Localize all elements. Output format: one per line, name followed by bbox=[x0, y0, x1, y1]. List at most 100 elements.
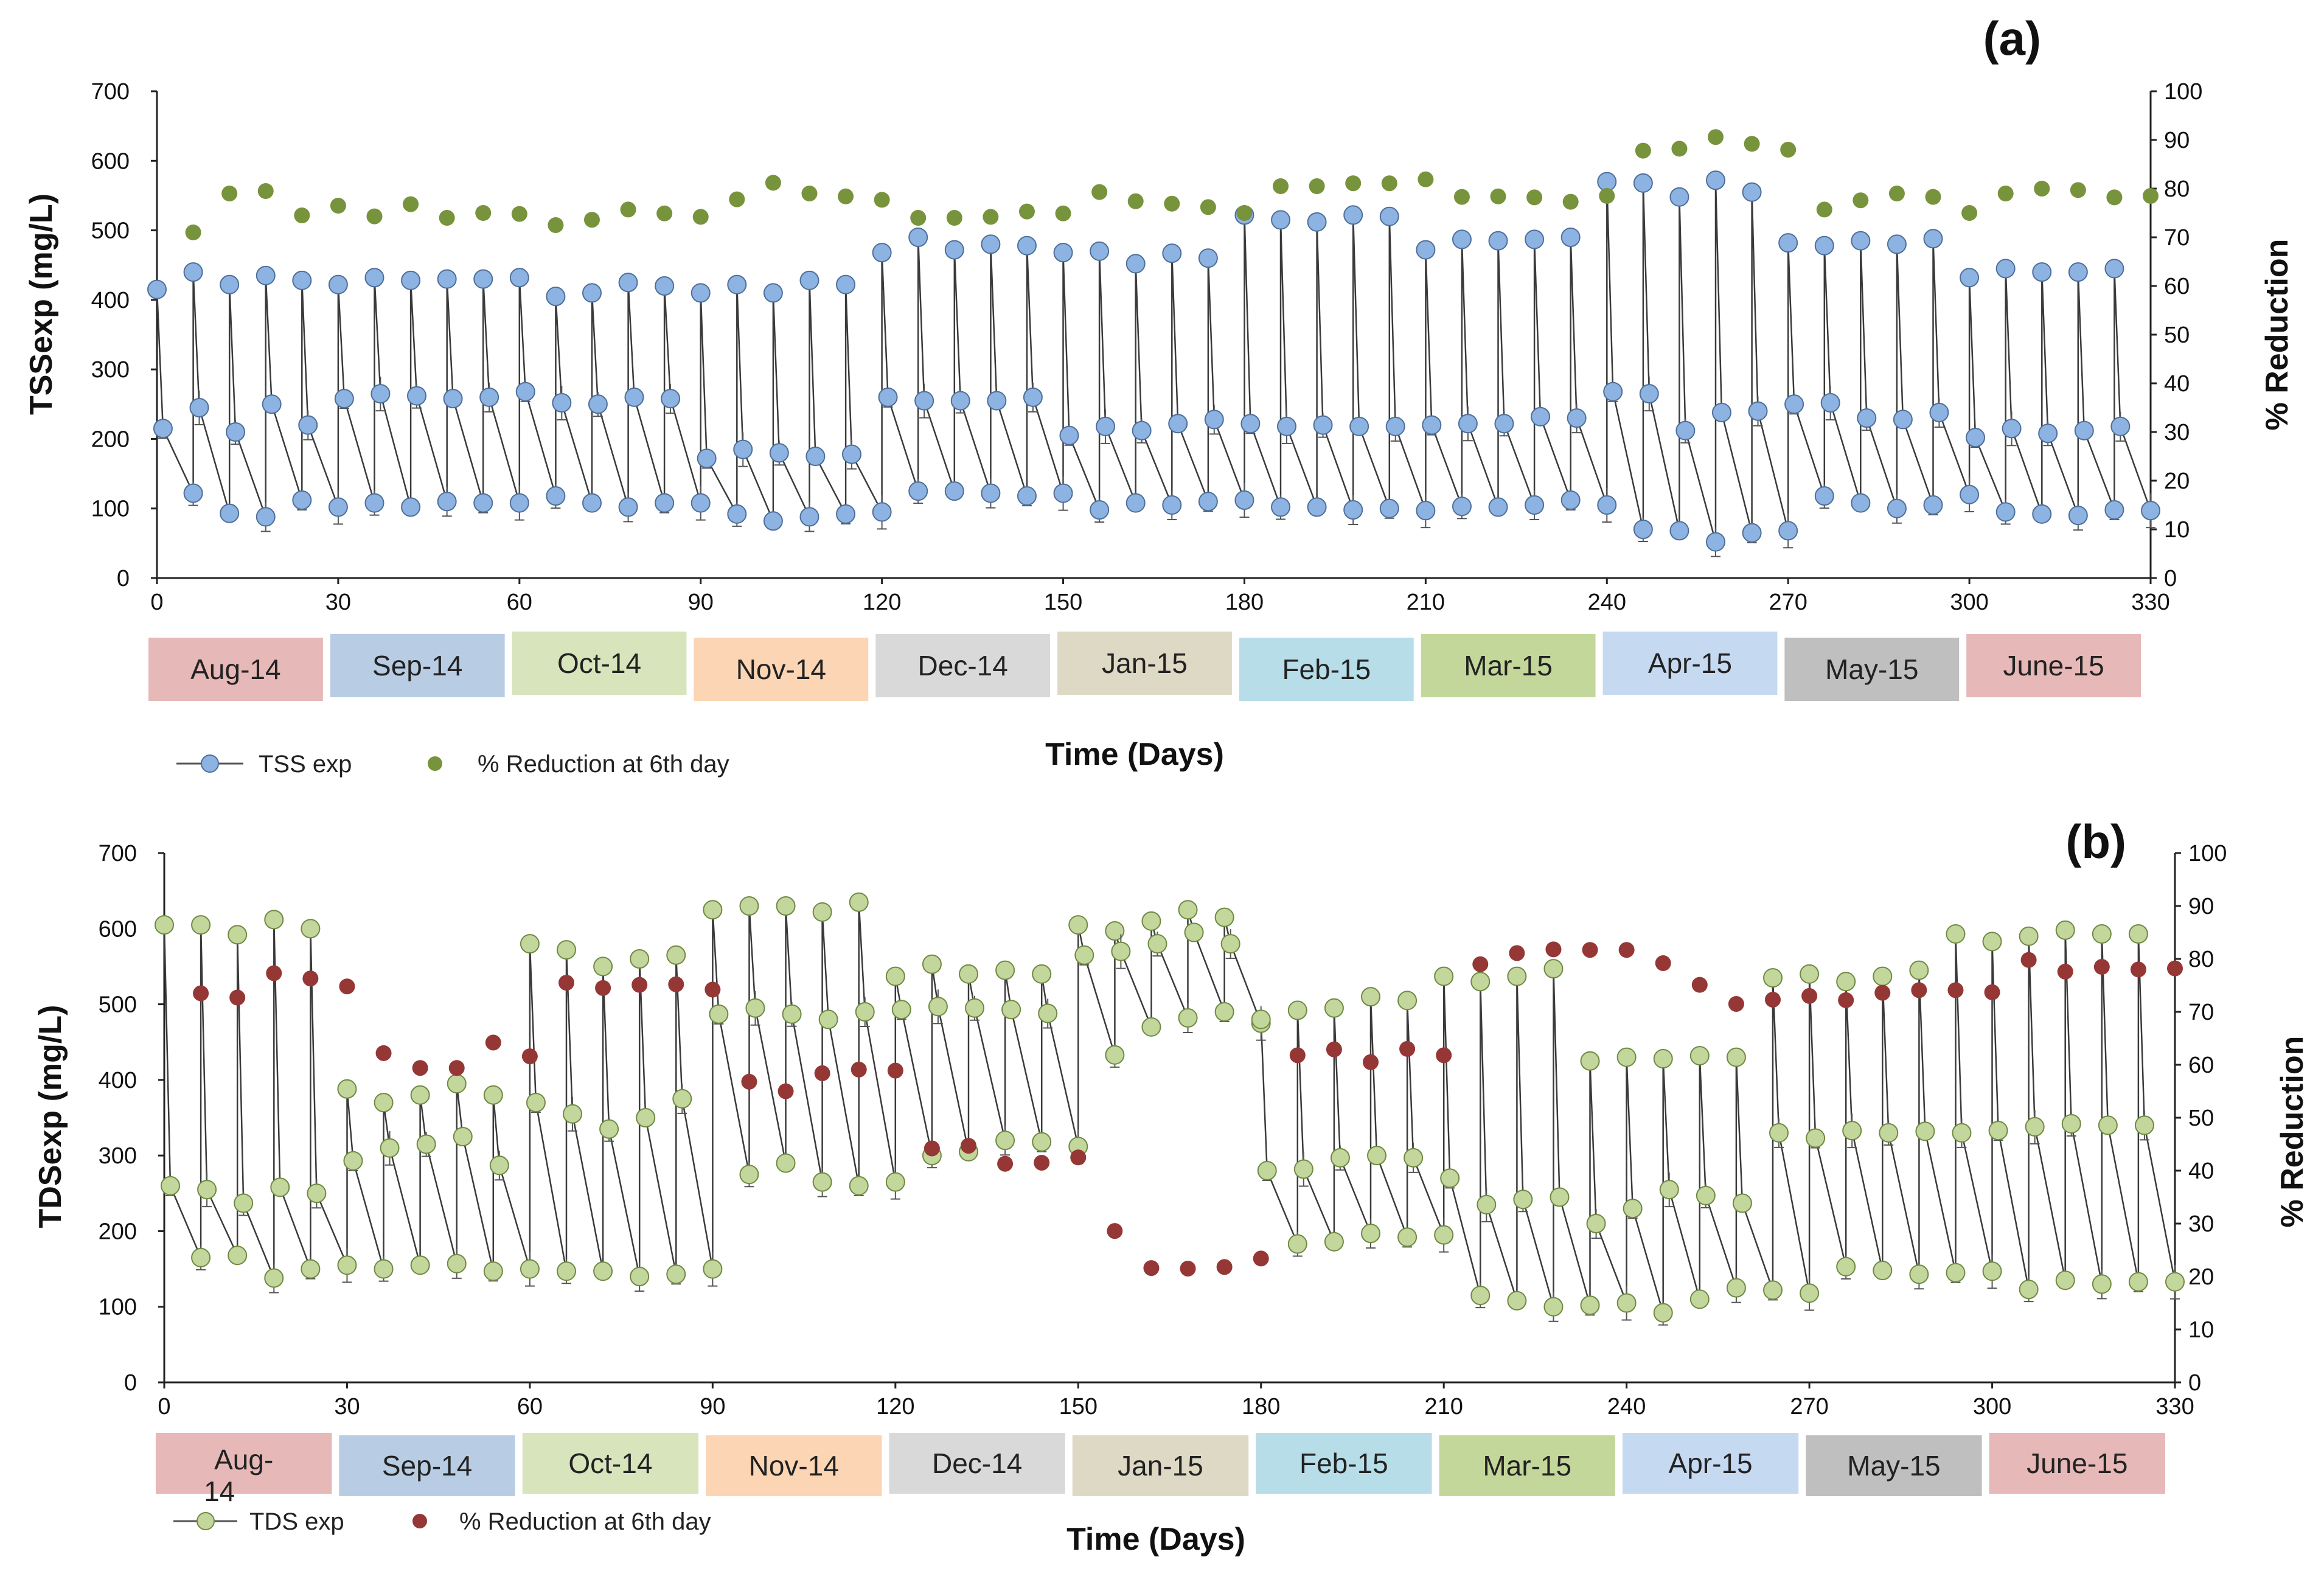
data-point bbox=[256, 507, 276, 527]
data-point bbox=[1946, 924, 1966, 944]
data-point bbox=[878, 387, 898, 407]
data-point bbox=[1543, 1297, 1564, 1317]
data-point bbox=[1488, 231, 1508, 251]
data-point bbox=[582, 493, 602, 513]
data-point bbox=[1929, 403, 1949, 422]
data-point bbox=[191, 1247, 211, 1267]
month-band bbox=[1602, 632, 1778, 695]
reduction-point bbox=[2034, 181, 2050, 197]
data-point bbox=[264, 1268, 284, 1288]
data-point bbox=[1379, 206, 1399, 226]
reduction-point bbox=[521, 1048, 538, 1065]
data-point bbox=[1603, 381, 1623, 402]
reduction-point bbox=[1326, 1041, 1342, 1057]
reduction-point bbox=[705, 981, 721, 998]
reduction-point bbox=[366, 208, 383, 225]
data-point bbox=[401, 270, 421, 290]
data-point bbox=[1324, 1231, 1344, 1252]
data-point bbox=[1784, 394, 1804, 414]
month-label: Mar-15 bbox=[1464, 650, 1553, 681]
data-point bbox=[1141, 1017, 1161, 1037]
data-point bbox=[2061, 1113, 2081, 1134]
reduction-point bbox=[193, 985, 209, 1002]
data-point bbox=[1105, 1045, 1125, 1065]
x-tick-label: 240 bbox=[1607, 1394, 1646, 1420]
data-point bbox=[818, 1009, 838, 1029]
data-point bbox=[1162, 495, 1182, 515]
data-point bbox=[1923, 229, 1943, 249]
data-point bbox=[1689, 1289, 1710, 1309]
x-tick-label: 210 bbox=[1424, 1394, 1463, 1420]
data-point bbox=[1132, 420, 1152, 441]
data-point bbox=[1763, 1280, 1783, 1300]
reduction-point bbox=[910, 210, 927, 226]
data-point bbox=[1946, 1263, 1966, 1283]
data-point bbox=[1909, 1264, 1929, 1284]
data-point bbox=[1851, 231, 1871, 251]
data-point bbox=[1023, 387, 1043, 407]
data-point bbox=[593, 1261, 613, 1281]
data-point bbox=[1616, 1293, 1637, 1313]
data-point bbox=[630, 949, 650, 969]
data-point bbox=[447, 1074, 467, 1094]
reduction-point bbox=[330, 198, 346, 214]
data-point bbox=[1416, 501, 1436, 521]
data-point bbox=[1800, 1283, 1820, 1303]
x-tick-label: 30 bbox=[325, 590, 351, 615]
data-point bbox=[1696, 1186, 1716, 1206]
data-point bbox=[1893, 409, 1913, 430]
reduction-point bbox=[1545, 941, 1562, 958]
y2-tick-label: 80 bbox=[2164, 176, 2190, 202]
data-point bbox=[2032, 262, 2052, 282]
data-point bbox=[437, 492, 457, 512]
data-point bbox=[1198, 248, 1218, 268]
data-point bbox=[2092, 924, 2112, 944]
data-point bbox=[1887, 498, 1907, 518]
data-point bbox=[380, 1138, 400, 1158]
panel-a-legend: TSS exp % Reduction at 6th day bbox=[176, 751, 729, 778]
data-point bbox=[981, 483, 1001, 503]
data-point bbox=[1879, 1123, 1899, 1143]
data-point bbox=[1550, 1187, 1570, 1207]
reduction-point bbox=[1399, 1040, 1416, 1057]
reduction-point bbox=[1780, 142, 1797, 158]
data-point bbox=[593, 956, 613, 977]
x-tick-label: 0 bbox=[158, 1394, 170, 1420]
data-point bbox=[1915, 1121, 1935, 1141]
reduction-point bbox=[448, 1060, 465, 1076]
data-point bbox=[849, 892, 869, 912]
x-tick-label: 330 bbox=[2131, 590, 2169, 615]
data-point bbox=[1434, 966, 1454, 986]
y2-tick-label: 70 bbox=[2164, 225, 2190, 251]
month-band bbox=[148, 638, 323, 701]
data-point bbox=[891, 1000, 911, 1020]
y2-tick-label: 50 bbox=[2188, 1106, 2214, 1131]
data-point bbox=[739, 896, 759, 916]
reduction-point bbox=[1728, 995, 1744, 1012]
data-point bbox=[155, 915, 174, 935]
data-point bbox=[1404, 1148, 1424, 1168]
panel-a-title: (a) bbox=[1983, 12, 2041, 65]
data-point bbox=[416, 1134, 436, 1154]
y2-tick-label: 70 bbox=[2188, 1000, 2214, 1025]
reduction-point bbox=[1947, 982, 1964, 998]
y2-tick-label: 90 bbox=[2164, 128, 2190, 153]
data-point bbox=[2134, 1115, 2154, 1135]
x-tick-label: 60 bbox=[517, 1394, 543, 1420]
data-point bbox=[328, 497, 348, 517]
month-label: Oct-14 bbox=[557, 647, 641, 679]
data-point bbox=[364, 493, 384, 513]
data-point bbox=[1017, 235, 1037, 256]
y2-tick-label: 100 bbox=[2188, 841, 2227, 866]
data-point bbox=[191, 915, 211, 935]
month-band bbox=[330, 634, 505, 697]
data-point bbox=[364, 268, 384, 288]
y-tick-label: 400 bbox=[99, 1068, 137, 1093]
data-point bbox=[981, 234, 1001, 254]
data-point bbox=[624, 387, 644, 407]
data-point bbox=[1287, 1234, 1307, 1254]
data-point bbox=[337, 1079, 357, 1099]
data-point bbox=[1623, 1199, 1643, 1219]
month-label: May-15 bbox=[1825, 653, 1918, 685]
data-point bbox=[1470, 1286, 1491, 1306]
